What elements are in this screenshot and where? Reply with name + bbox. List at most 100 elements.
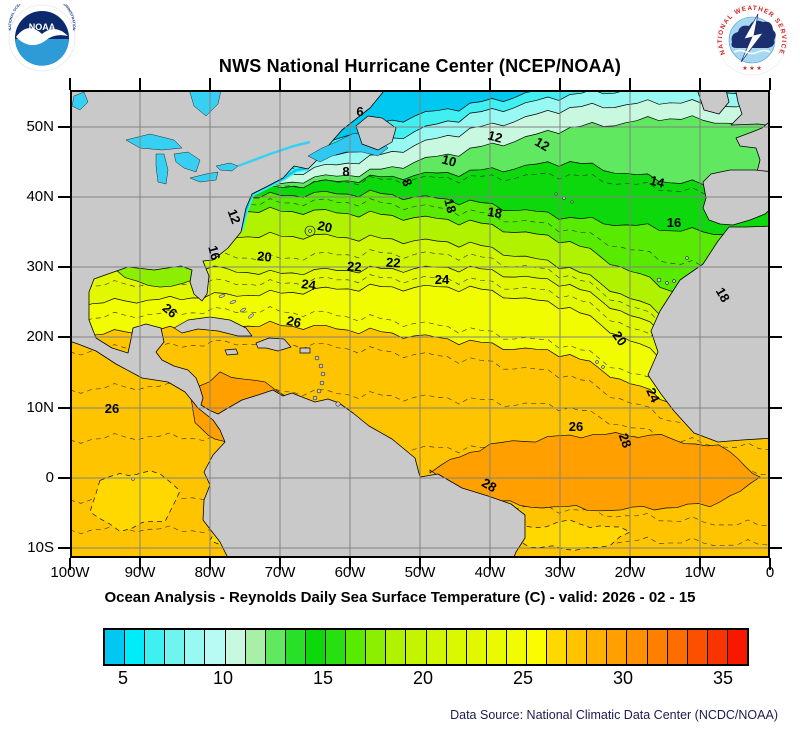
canary-islands: [672, 279, 676, 283]
bahamas: [218, 294, 226, 298]
page-title: NWS National Hurricane Center (NCEP/NOAA…: [218, 56, 622, 76]
colorbar-tick-label: 15: [312, 668, 334, 688]
nws-logo: NATIONAL WEATHER SERVICE ★ ★ ★: [716, 4, 788, 76]
lat-tick-left: [58, 196, 70, 198]
lon-tick-bottom: [699, 558, 701, 570]
lon-tick-top: [279, 78, 281, 90]
isotherm-contour-dashed: [70, 338, 770, 437]
madeira: [685, 256, 689, 260]
contour-label: 18: [713, 285, 733, 305]
sst-patch: [429, 432, 761, 512]
lon-tick-bottom: [629, 558, 631, 570]
lat-tick-label: 50N: [26, 118, 54, 135]
colorbar-tick-label: 25: [512, 668, 534, 688]
lake-winnipeg: [71, 91, 89, 111]
caption: Ocean Analysis - Reynolds Daily Sea Surf…: [104, 589, 696, 606]
contour-label: 26: [285, 313, 302, 331]
lake-ontario: [215, 162, 239, 172]
colorbar-segment: [647, 630, 668, 664]
lon-tick-label: 50W: [404, 564, 436, 581]
lat-tick-right: [770, 126, 782, 128]
lat-tick-label: 20N: [26, 328, 54, 345]
colorbar-segment: [285, 630, 306, 664]
contour-label: 6: [356, 104, 363, 119]
lon-tick-bottom: [69, 558, 71, 570]
lesser-antilles: [312, 395, 318, 401]
colorbar-segment: [145, 630, 166, 664]
lat-tick-right: [770, 266, 782, 268]
lon-tick-label: 30W: [544, 564, 576, 581]
isotherm-contour-dashed: [70, 492, 770, 527]
ireland-landmass: [697, 90, 730, 115]
canary-islands: [656, 277, 662, 283]
lake-huron: [173, 151, 201, 173]
lon-tick-top: [209, 78, 211, 90]
contour-label: 14: [648, 173, 667, 191]
colorbar-segment: [547, 630, 568, 664]
lon-tick-top: [699, 78, 701, 90]
cape-verde: [601, 365, 605, 369]
sst-patch: [89, 470, 181, 532]
lon-tick-top: [559, 78, 561, 90]
colorbar-segment: [205, 630, 226, 664]
lake-michigan: [155, 153, 169, 185]
contour-label: 22: [386, 255, 401, 271]
lon-tick-bottom: [489, 558, 491, 570]
lat-tick-label: 30N: [26, 258, 54, 275]
colorbar-segment: [466, 630, 487, 664]
colorbar-segment: [225, 630, 246, 664]
bahamas: [239, 307, 247, 313]
colorbar-segment: [567, 630, 588, 664]
colorbar-segment: [406, 630, 427, 664]
lon-tick-top: [489, 78, 491, 90]
africa-landmass: [647, 225, 770, 443]
colorbar-segment: [667, 630, 688, 664]
noaa-wordmark: NOAA: [29, 22, 56, 32]
contour-label: 26: [105, 401, 119, 416]
lat-tick-left: [58, 547, 70, 549]
colorbar-segment: [346, 630, 367, 664]
contour-label: 18: [441, 197, 459, 215]
colorbar-segment: [446, 630, 467, 664]
colorbar-segment: [607, 630, 628, 664]
lon-tick-top: [69, 78, 71, 90]
lon-tick-label: 70W: [264, 564, 296, 581]
lat-tick-right: [770, 407, 782, 409]
trinidad: [335, 401, 341, 407]
lat-tick-right: [770, 196, 782, 198]
contour-label: 10: [440, 152, 458, 170]
contour-label: 12: [225, 207, 244, 226]
colorbar-tick-label: 10: [212, 668, 234, 688]
puerto-rico: [299, 347, 311, 354]
contour-label: 20: [316, 218, 333, 236]
bermuda-contour-ring: [304, 225, 316, 237]
lat-tick-right: [770, 547, 782, 549]
newfoundland: [355, 115, 397, 151]
lon-tick-label: 20W: [614, 564, 646, 581]
contour-label: 28: [616, 431, 635, 450]
contour-label: 22: [347, 259, 362, 275]
lat-tick-label: 10N: [26, 399, 54, 416]
contour-label: 24: [300, 276, 317, 293]
colorbar-segment: [707, 630, 728, 664]
colorbar-segment: [687, 630, 708, 664]
james-bay: [188, 90, 222, 117]
lon-tick-bottom: [419, 558, 421, 570]
colorbar-segment: [627, 630, 648, 664]
contour-label: 12: [486, 128, 504, 146]
colorbar-tick-label: 5: [117, 668, 128, 688]
lat-tick-left: [58, 266, 70, 268]
data-source: Data Source: National Climatic Data Cent…: [450, 708, 778, 722]
contour-label: 20: [256, 248, 272, 264]
americas-landmass: [70, 90, 526, 558]
lat-tick-label: 0: [45, 469, 54, 486]
bahamas: [248, 313, 254, 319]
noaa-sea-half: [15, 39, 69, 66]
st-lawrence-river: [237, 140, 311, 168]
contour-label: 16: [205, 244, 223, 262]
contour-label: 12: [532, 134, 552, 154]
colorbar-segment: [526, 630, 548, 664]
contour-label: 16: [667, 215, 681, 230]
